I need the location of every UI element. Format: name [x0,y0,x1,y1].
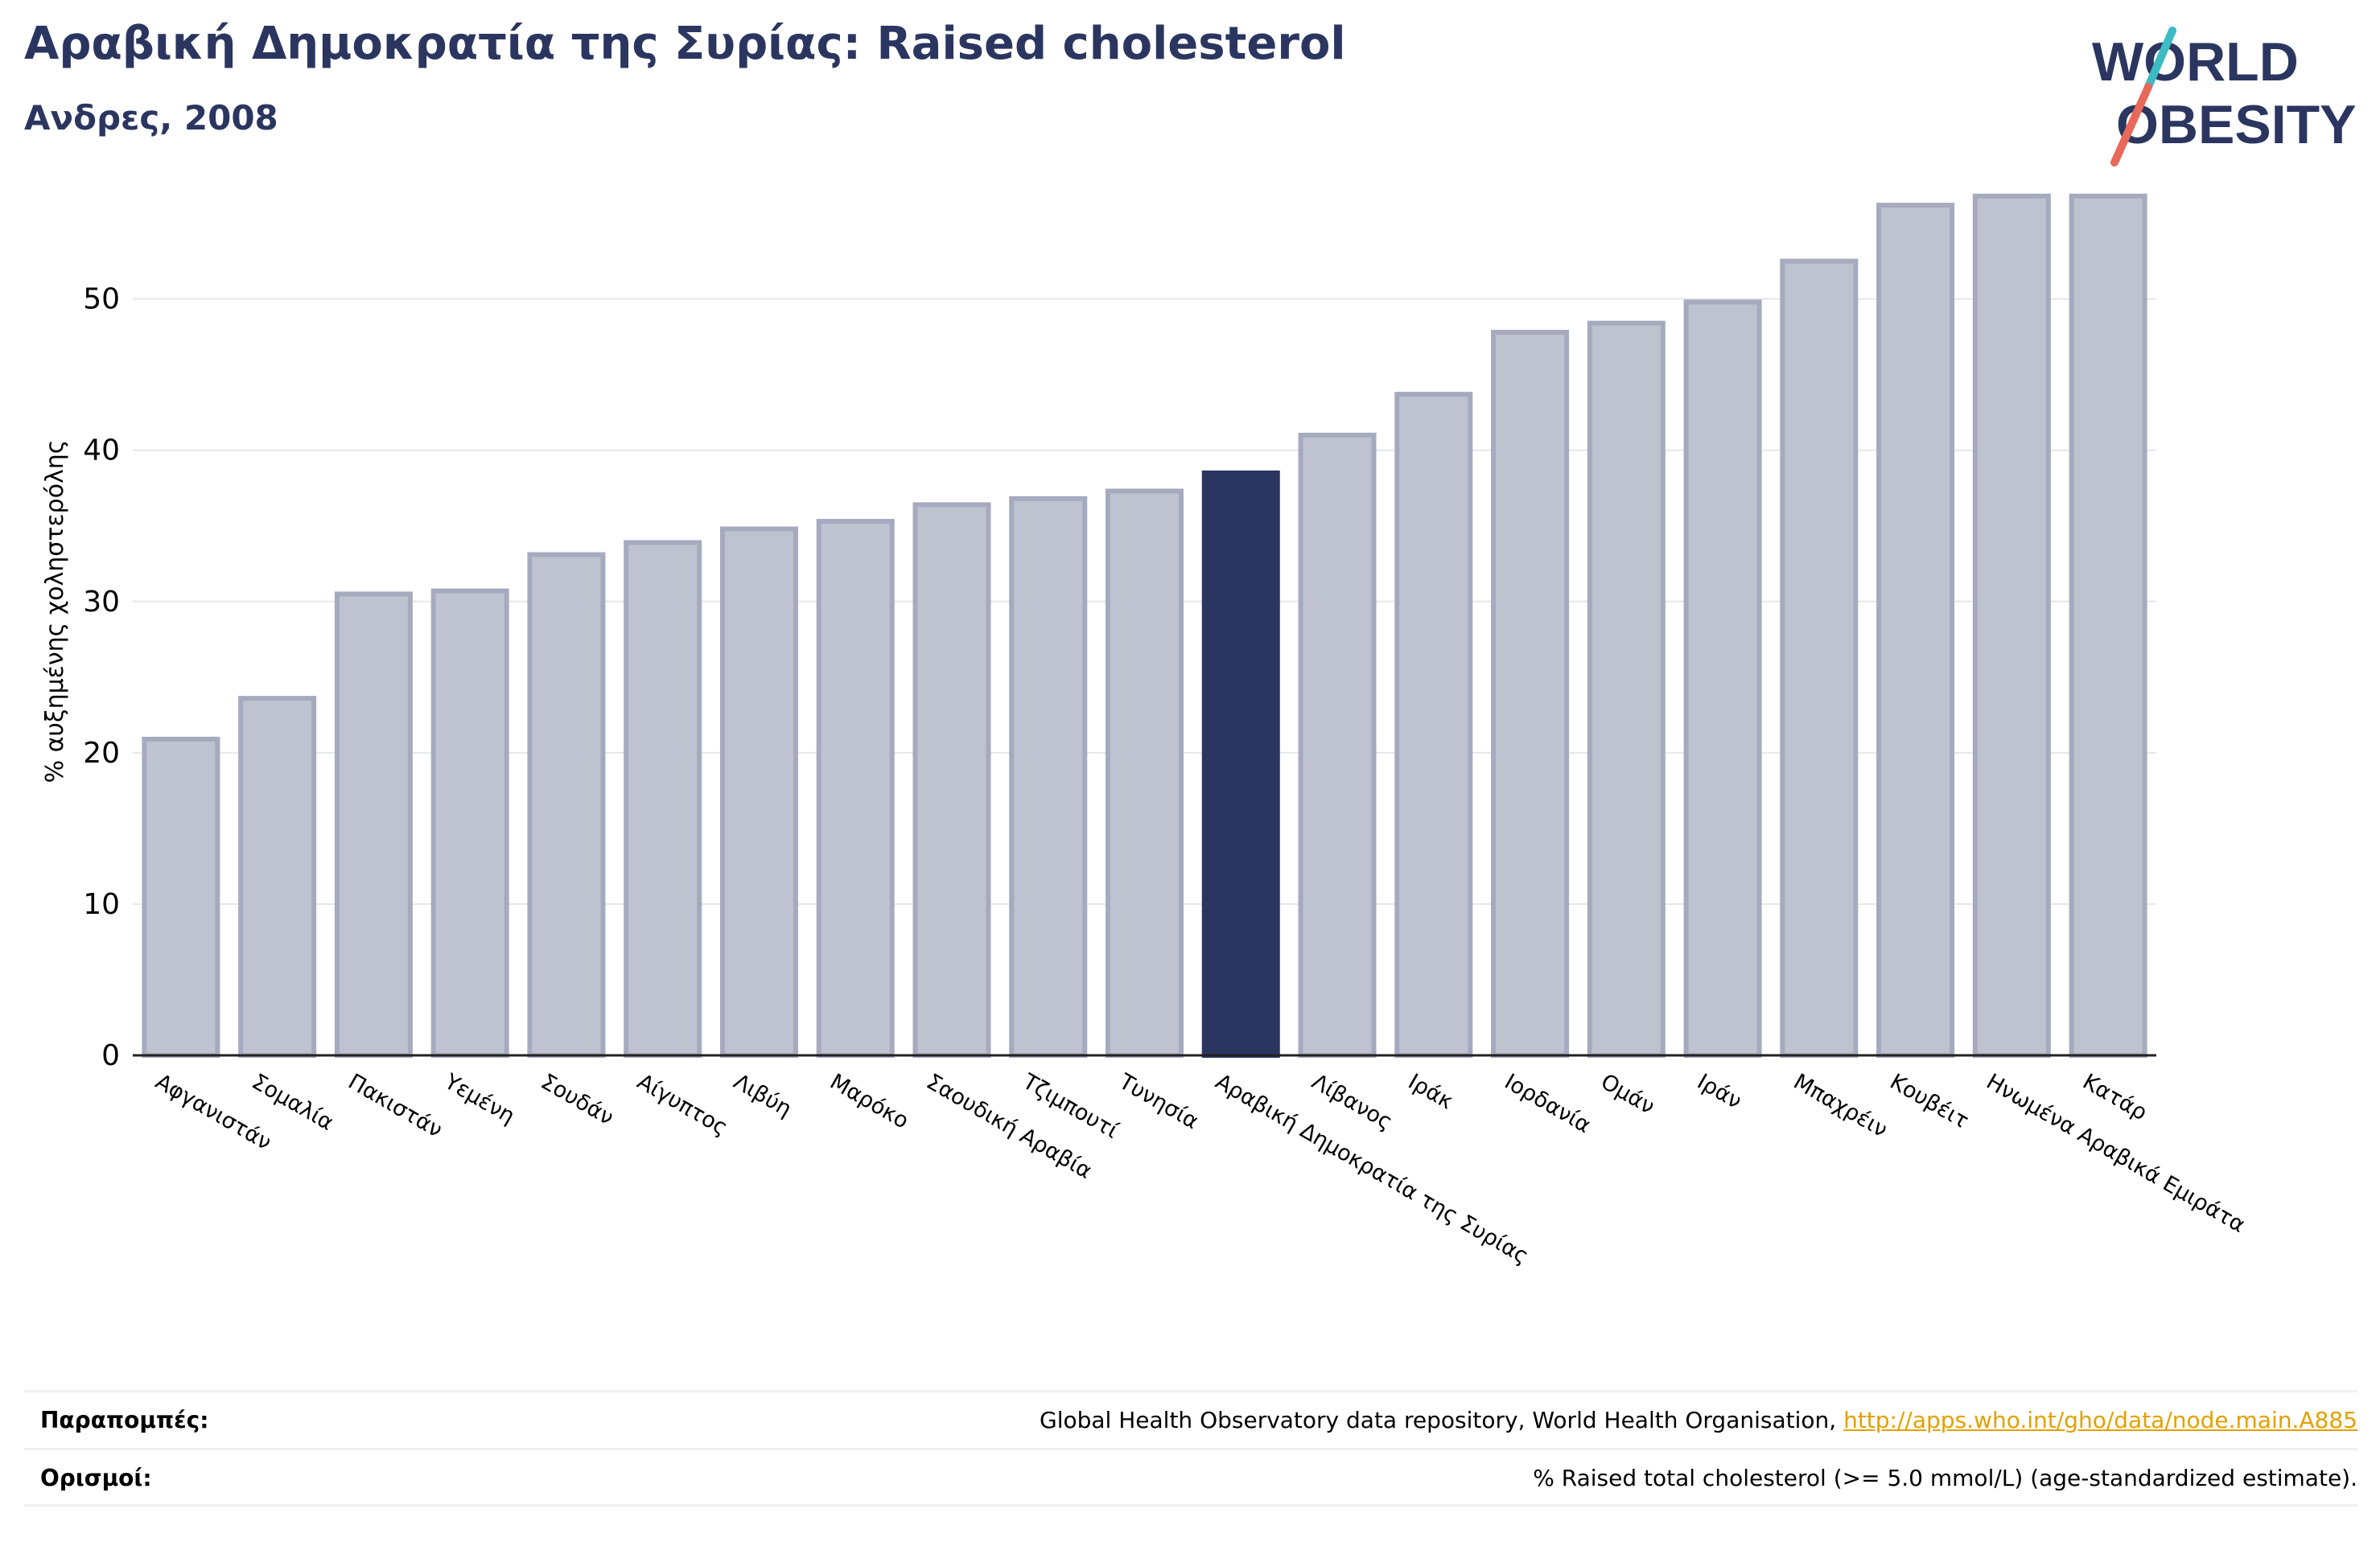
x-tick-label: Υεμένη [439,1069,519,1129]
y-tick-label: 40 [83,434,120,467]
x-tick-label: Σουδάν [537,1069,618,1130]
world-obesity-logo: WORLD OBESITY [2092,27,2357,167]
bar [1876,203,1955,1058]
x-tick-label: Κατάρ [2078,1069,2151,1125]
x-tick-label: Λιβύη [729,1069,796,1122]
y-tick-label: 30 [83,586,120,619]
x-tick-label: Αίγυπτος [633,1069,732,1141]
y-tick-label: 50 [83,283,120,316]
bar [1683,299,1762,1058]
x-tick-label: Κουβέιτ [1886,1069,1973,1133]
bar [1972,193,2051,1059]
x-tick-label: Πακιστάν [344,1069,447,1143]
bar [334,591,413,1058]
references-value: Global Health Observatory data repositor… [1040,1407,2357,1433]
x-tick-label: Σαουδική Αραβία [922,1069,1096,1184]
y-tick-label: 0 [101,1039,120,1072]
footer-divider [24,1504,2357,1507]
chart-subtitle: Ανδρες, 2008 [24,98,278,138]
y-tick-label: 10 [83,888,120,921]
x-tick-label: Μπαχρέιν [1789,1069,1892,1142]
chart-title: Αραβική Δημοκρατία της Συρίας: Raised ch… [24,18,1346,70]
logo-slash-bottom [2110,83,2152,167]
x-tick-label: Ομάν [1596,1069,1658,1120]
references-label: Παραπομπές: [40,1407,209,1433]
definitions-value: % Raised total cholesterol (>= 5.0 mmol/… [1533,1465,2357,1491]
logo-slash-top [2144,27,2176,91]
x-tick-label: Ιορδανία [1501,1069,1596,1138]
references-text: Global Health Observatory data repositor… [1040,1407,1837,1433]
bar [430,588,509,1058]
references-row: Παραπομπές: Global Health Observatory da… [24,1390,2357,1449]
bar [1780,258,1859,1058]
bar [2069,193,2147,1059]
definitions-label: Ορισμοί: [40,1465,152,1491]
bar [719,526,798,1058]
y-tick-labels: 0 10 20 30 40 50 [83,283,120,1072]
bars [142,193,2147,1059]
bar [1105,488,1184,1058]
y-tick-label: 20 [83,737,120,770]
references-link[interactable]: http://apps.who.int/gho/data/node.main.A… [1843,1407,2357,1433]
logo-line2: OBESITY [2116,94,2357,155]
bar [142,736,220,1059]
bar [1491,330,1570,1059]
x-tick-label: Μαρόκο [826,1069,912,1133]
bar [1009,495,1088,1058]
definitions-row: Ορισμοί: % Raised total cholesterol (>= … [24,1448,2357,1507]
x-tick-label: Τυνησία [1114,1069,1203,1135]
bar [1587,320,1666,1058]
y-axis-label: % αυξημένης χοληστερόλης [41,440,69,783]
bar [816,519,895,1058]
x-tick-label: Ιράκ [1404,1069,1458,1114]
bar [527,552,606,1058]
logo-line1: WORLD [2092,31,2299,93]
bar [238,696,317,1058]
bar [1394,392,1473,1058]
bar [1201,470,1280,1058]
bar [1298,432,1377,1058]
bar [624,540,702,1058]
x-tick-label: Ιράν [1693,1069,1746,1114]
bar [912,502,991,1058]
